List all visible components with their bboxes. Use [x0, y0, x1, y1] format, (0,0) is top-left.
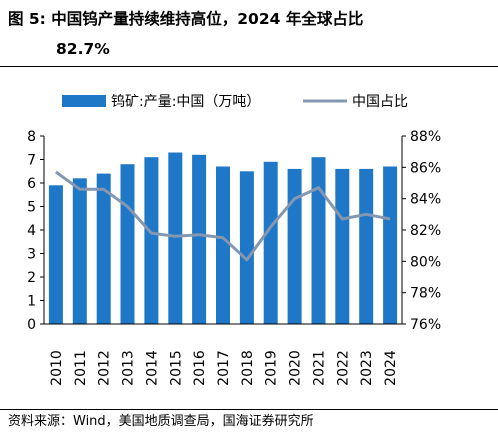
x-tick-label-2024: 2024	[383, 350, 399, 386]
y-left-tick-label: 3	[27, 247, 36, 263]
y-left-tick-label: 6	[27, 176, 36, 192]
bottom-rule	[0, 409, 498, 410]
bar-2012	[96, 173, 111, 324]
y-left-tick-label: 2	[27, 270, 36, 286]
x-tick-label-2014: 2014	[144, 350, 160, 386]
axes: 0 1 2 3 4 5 6 7 8 76% 78% 80% 82% 84% 86% 88% 2010 2011 20…	[27, 129, 441, 386]
bar-2022	[335, 168, 350, 324]
bar-2011	[72, 178, 87, 324]
y-right-tick-label: 86%	[410, 160, 441, 176]
x-tick-label-2023: 2023	[359, 350, 375, 386]
y-left-tick-label: 8	[27, 129, 36, 145]
y-right-tick-label: 76%	[410, 317, 441, 333]
legend-bar-label: 钨矿:产量:中国（万吨）	[111, 94, 260, 110]
y-right-tick-label: 84%	[410, 192, 441, 208]
x-tick-label-2018: 2018	[240, 350, 256, 386]
y-left-tick-label: 7	[27, 153, 36, 169]
y-right-tick-label: 78%	[410, 286, 441, 302]
y-right-tick-label: 88%	[410, 129, 441, 145]
legend-line-label: 中国占比	[352, 94, 408, 110]
title-line-2: 82.7%	[56, 40, 110, 58]
x-tick-label-2012: 2012	[97, 350, 113, 386]
x-tick-label-2017: 2017	[216, 350, 232, 386]
y-right-tick-label: 82%	[410, 223, 441, 239]
bar-2010	[48, 185, 63, 324]
y-left-tick-label: 5	[27, 200, 36, 216]
x-tick-label-2013: 2013	[121, 350, 137, 386]
bar-2014	[144, 157, 159, 324]
y-left-tick-label: 4	[27, 223, 36, 239]
figure-title: 图 5: 中国钨产量持续维持高位，2024 年全球占比 82.7%	[8, 4, 492, 64]
x-tick-label-2022: 2022	[335, 350, 351, 386]
bar-2024	[383, 166, 398, 324]
bar-2018	[239, 171, 254, 325]
x-tick-label-2021: 2021	[311, 350, 327, 386]
legend: 钨矿:产量:中国（万吨） 中国占比	[62, 94, 408, 110]
share-line	[55, 170, 391, 262]
bar-2019	[263, 161, 278, 324]
x-tick-label-2020: 2020	[288, 350, 304, 386]
x-tick-label-2011: 2011	[73, 350, 89, 386]
chart: 钨矿:产量:中国（万吨） 中国占比 0 1 2 3 4 5 6 7 8 76% 78% 80% 82% 8…	[27, 94, 441, 386]
bar-2020	[287, 168, 302, 324]
x-tick-label-2016: 2016	[192, 350, 208, 386]
x-tick-label-2010: 2010	[49, 350, 65, 386]
bar-2015	[168, 152, 183, 324]
bar-2016	[192, 154, 207, 324]
title-line-1: 图 5: 中国钨产量持续维持高位，2024 年全球占比	[8, 10, 364, 28]
bar-2013	[120, 164, 135, 324]
y-left-tick-label: 1	[27, 294, 36, 310]
y-left-tick-label: 0	[27, 317, 36, 333]
bar-2021	[311, 157, 326, 324]
top-rule	[0, 66, 498, 67]
x-tick-label-2015: 2015	[168, 350, 184, 386]
x-tick-label-2019: 2019	[264, 350, 280, 386]
legend-bar-swatch	[62, 95, 106, 107]
y-right-tick-label: 80%	[410, 254, 441, 270]
bars	[48, 152, 398, 325]
bar-2023	[359, 168, 374, 324]
source-note: 资料来源：Wind，美国地质调查局，国海证券研究所	[8, 414, 314, 429]
bar-2017	[216, 166, 230, 324]
